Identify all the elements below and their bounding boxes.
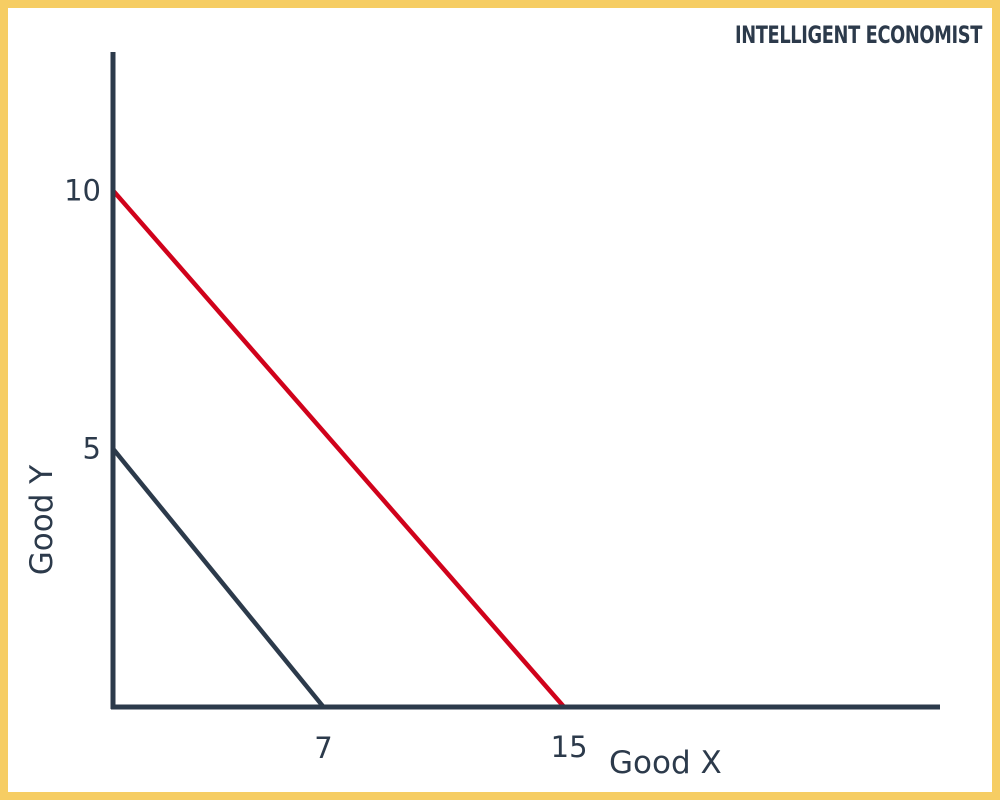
x-axis-title: Good X (609, 745, 722, 781)
y-tick-label-5: 5 (83, 432, 101, 466)
series-layer (111, 188, 566, 709)
y-axis-title: Good Y (24, 465, 60, 575)
budget-line-original (111, 447, 326, 709)
x-tick-label-7: 7 (314, 731, 332, 765)
brand-logo: INTELLIGENT ECONOMIST (735, 21, 983, 49)
x-tick-label-15: 15 (551, 730, 588, 764)
budget-line-new (111, 188, 566, 709)
y-tick-label-10: 10 (64, 173, 101, 207)
tick-labels: 7 15 5 10 (64, 173, 587, 765)
